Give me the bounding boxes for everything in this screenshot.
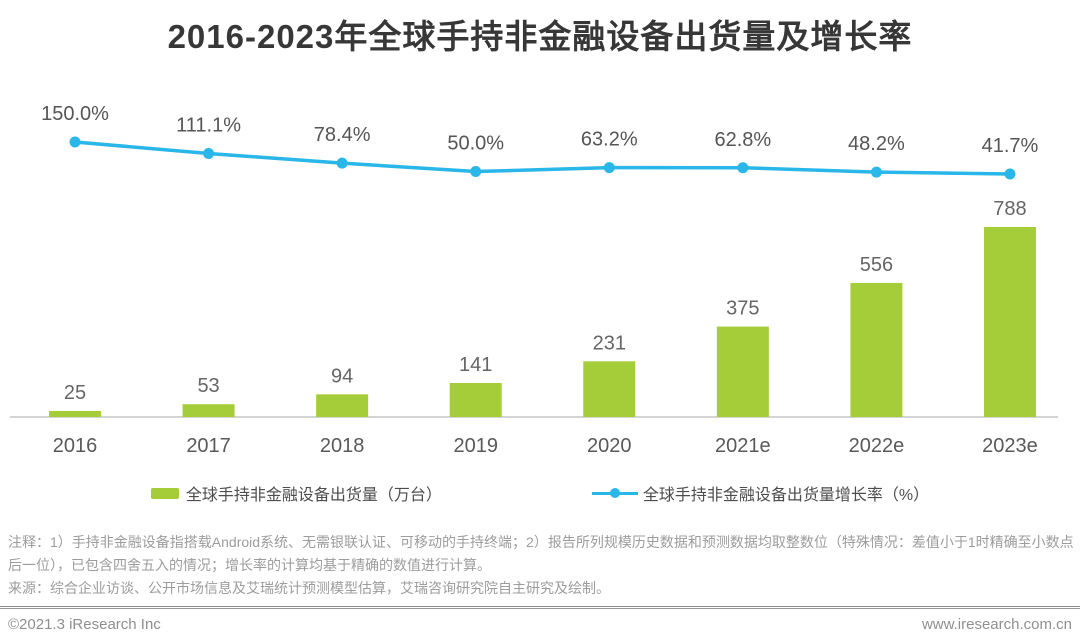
bar-2019 xyxy=(449,383,502,417)
line-point-2022e xyxy=(870,166,882,178)
bar-2022e xyxy=(850,282,903,417)
chart-notes: 注释：1）手持非金融设备指搭载Android系统、无需银联认证、可移动的手持终端… xyxy=(8,531,1074,600)
line-point-2021e xyxy=(737,162,749,174)
legend-item-growth: 全球手持非金融设备出货量增长率（%） xyxy=(591,481,930,505)
copyright-text: ©2021.3 iResearch Inc xyxy=(8,616,161,633)
line-point-2020 xyxy=(603,162,615,174)
bar-swatch-icon xyxy=(150,487,179,499)
x-axis-label-2018: 2018 xyxy=(320,435,365,457)
growth-line xyxy=(74,140,1011,176)
x-axis-label-2020: 2020 xyxy=(587,435,632,457)
legend-label-growth: 全球手持非金融设备出货量增长率（%） xyxy=(642,487,930,504)
legend-item-shipments: 全球手持非金融设备出货量（万台） xyxy=(150,481,442,505)
page-footer: ©2021.3 iResearch Inc www.iresearch.com.… xyxy=(8,614,1072,636)
line-point-2017 xyxy=(203,147,215,159)
x-axis-label-2022e: 2022e xyxy=(849,435,905,457)
x-axis-label-2016: 2016 xyxy=(53,435,98,457)
source-text: 来源：综合企业访谈、公开市场信息及艾瑞统计预测模型估算，艾瑞咨询研究院自主研究及… xyxy=(8,580,610,596)
bar-value-label: 788 xyxy=(993,198,1026,220)
line-point-2019 xyxy=(470,166,482,178)
line-point-2018 xyxy=(336,157,348,169)
growth-value-label: 63.2% xyxy=(581,129,638,151)
growth-value-label: 150.0% xyxy=(41,103,109,125)
chart-title: 2016-2023年全球手持非金融设备出货量及增长率 xyxy=(167,18,913,55)
bar-2020 xyxy=(583,361,636,417)
line-dot-icon xyxy=(591,488,638,499)
bar-value-label: 375 xyxy=(726,298,759,320)
growth-value-label: 41.7% xyxy=(982,135,1039,157)
bar-value-label: 141 xyxy=(459,354,492,376)
bar-value-label: 94 xyxy=(331,365,353,387)
footer-separator xyxy=(0,606,1080,609)
bar-value-label: 53 xyxy=(197,375,219,397)
x-axis-label-2021e: 2021e xyxy=(715,435,771,457)
bar-value-label: 556 xyxy=(860,254,893,276)
bar-value-label: 231 xyxy=(593,332,626,354)
growth-value-label: 48.2% xyxy=(848,133,905,155)
growth-value-label: 111.1% xyxy=(176,114,241,136)
bar-2016 xyxy=(49,410,101,417)
combo-chart: 25 53 94 141 231 375 556 788 150.0% 111.1% 78.4% 50… xyxy=(10,103,1058,457)
note-text: 注释：1）手持非金融设备指搭载Android系统、无需银联认证、可移动的手持终端… xyxy=(8,534,1074,573)
bar-value-label: 25 xyxy=(64,382,86,404)
x-axis-label-2023e: 2023e xyxy=(982,435,1038,457)
growth-value-label: 62.8% xyxy=(714,129,771,151)
line-point-2023e xyxy=(1004,168,1016,180)
x-axis-label-2017: 2017 xyxy=(186,435,231,457)
growth-value-label: 50.0% xyxy=(447,133,504,155)
legend-label-shipments: 全球手持非金融设备出货量（万台） xyxy=(185,487,442,504)
website-url[interactable]: www.iresearch.com.cn xyxy=(921,616,1072,633)
growth-value-label: 78.4% xyxy=(314,124,371,146)
bar-2018 xyxy=(316,394,369,417)
bar-2021e xyxy=(716,326,769,417)
bar-2023e xyxy=(983,227,1036,417)
chart-legend: 全球手持非金融设备出货量（万台） 全球手持非金融设备出货量增长率（%） xyxy=(0,481,1080,505)
line-point-2016 xyxy=(69,136,81,148)
x-axis-label-2019: 2019 xyxy=(453,435,498,457)
bar-2017 xyxy=(182,404,235,417)
